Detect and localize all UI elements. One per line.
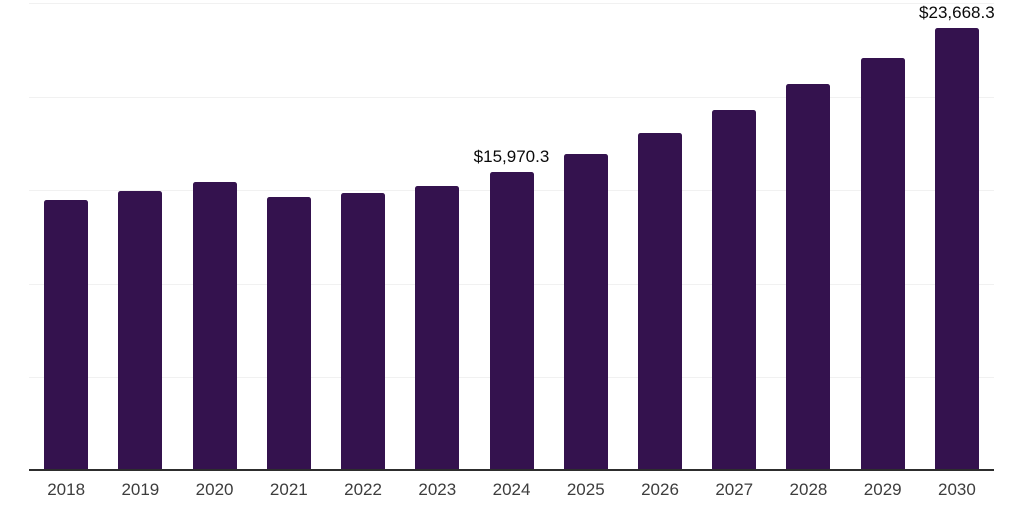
x-tick-2022: 2022 <box>344 480 382 499</box>
bar-2020[interactable] <box>192 181 237 471</box>
gridline-25000 <box>29 3 994 4</box>
bar-2027[interactable] <box>712 110 757 471</box>
x-tick-2027: 2027 <box>715 480 754 499</box>
x-axis-tick-labels: 2018 2019 2020 2021 2022 2023 2024 2025 2026 2027… <box>29 480 994 500</box>
x-tick-2019: 2019 <box>121 480 160 499</box>
x-tick-2024: 2024 <box>492 480 531 499</box>
x-tick-2020: 2020 <box>195 480 234 499</box>
x-tick-2023: 2023 <box>418 480 457 499</box>
x-tick-2021: 2021 <box>269 480 308 499</box>
bar-2018[interactable] <box>44 199 89 471</box>
bar-2022[interactable] <box>341 193 386 471</box>
x-tick-2028: 2028 <box>789 480 828 499</box>
bar-2030[interactable] <box>934 27 979 471</box>
bar-2024[interactable] <box>489 172 534 471</box>
bar-2021[interactable] <box>266 196 311 471</box>
bar-2029[interactable] <box>860 58 905 471</box>
bar-2026[interactable] <box>637 133 682 471</box>
bar-value-label-2030: $23,668.3 <box>919 2 995 22</box>
x-tick-2026: 2026 <box>641 480 679 499</box>
gridline-20000 <box>29 96 994 98</box>
bar-2028[interactable] <box>786 84 831 471</box>
x-tick-2029: 2029 <box>863 480 902 499</box>
x-axis-line <box>29 469 994 471</box>
bar-2025[interactable] <box>563 154 608 471</box>
bar-value-label-2024: $15,970.3 <box>473 147 550 167</box>
x-tick-2025: 2025 <box>566 480 605 499</box>
x-tick-2030: 2030 <box>938 480 976 499</box>
x-tick-2018: 2018 <box>47 480 86 499</box>
plot-area: $15,970.3 $23,668.3 <box>29 2 995 471</box>
bar-2023[interactable] <box>415 186 460 471</box>
bar-2019[interactable] <box>118 190 163 471</box>
